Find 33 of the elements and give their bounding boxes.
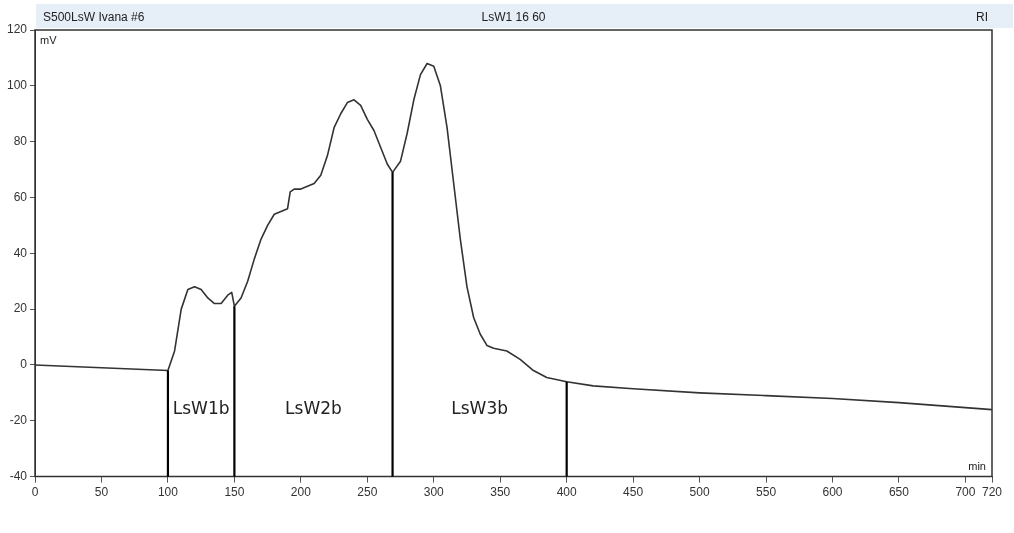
- y-tick-label: -20: [9, 413, 28, 428]
- x-tick-label: 600: [822, 485, 843, 500]
- x-tick-label: 500: [689, 485, 710, 500]
- y-tick-label: -40: [9, 468, 28, 483]
- x-tick-label: 250: [357, 485, 378, 500]
- x-tick-label: 700: [955, 485, 976, 500]
- y-tick-label: 120: [6, 22, 28, 37]
- x-tick-label: 100: [157, 485, 179, 500]
- y-tick-label: 80: [13, 133, 28, 148]
- x-tick-label: 650: [888, 485, 910, 500]
- annotation: LsW2b: [285, 398, 342, 419]
- y-axis-title: mV: [40, 33, 58, 46]
- text: RI: [976, 10, 988, 25]
- chart-subtitle: LsW1 16 60: [481, 10, 546, 25]
- x-tick-label: 200: [290, 485, 312, 500]
- chart-title: S500LsW Ivana #6: [43, 10, 145, 25]
- x-tick-label: 300: [423, 485, 445, 500]
- x-tick-label: 150: [224, 485, 245, 500]
- x-axis-title: min: [968, 460, 986, 473]
- x-tick-label: 550: [756, 485, 777, 500]
- x-tick-label: 50: [94, 485, 109, 500]
- x-tick-label: 720: [981, 485, 1003, 500]
- x-tick-label: 0: [31, 485, 39, 500]
- y-tick-label: 100: [6, 78, 28, 93]
- x-tick-label: 450: [623, 485, 644, 500]
- y-tick-label: 0: [20, 357, 28, 372]
- annotation: LsW3b: [451, 398, 508, 419]
- x-tick-label: 350: [490, 485, 511, 500]
- y-tick-label: 60: [13, 189, 28, 204]
- annotation: LsW1b: [172, 398, 230, 419]
- y-tick-label: 40: [13, 245, 28, 260]
- y-tick-label: 20: [13, 301, 28, 316]
- x-tick-label: 400: [556, 485, 578, 500]
